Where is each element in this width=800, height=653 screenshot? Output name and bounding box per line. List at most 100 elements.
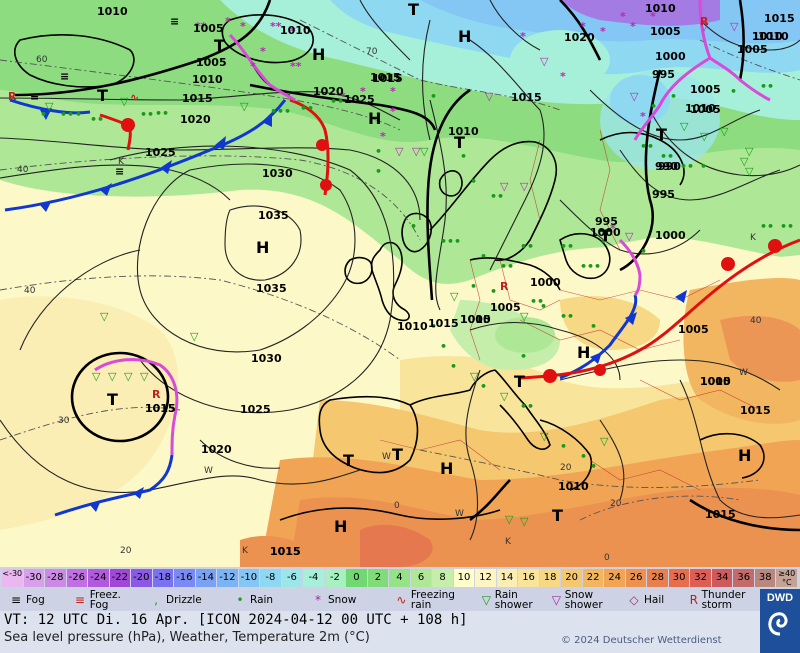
svg-text:H: H <box>256 238 269 257</box>
scale-cell: 4 <box>389 569 410 587</box>
copyright: © 2024 Deutscher Wetterdienst <box>561 635 722 646</box>
svg-text:K: K <box>118 157 125 167</box>
front-symbols <box>40 108 782 512</box>
svg-text:1015: 1015 <box>372 72 403 85</box>
scale-cell: -14 <box>195 569 217 587</box>
svg-text:≡: ≡ <box>60 70 69 83</box>
svg-text:1020: 1020 <box>201 443 232 456</box>
svg-text:•: • <box>670 90 677 103</box>
svg-text:70: 70 <box>366 47 378 57</box>
scale-cell: 14 <box>496 569 518 587</box>
svg-text:▽: ▽ <box>395 145 404 158</box>
svg-text:▽: ▽ <box>680 120 689 133</box>
scale-cell: 36 <box>733 569 754 587</box>
scale-cell: 16 <box>518 569 539 587</box>
svg-text:*: * <box>640 110 646 123</box>
svg-text:▽: ▽ <box>140 370 149 383</box>
svg-text:≡: ≡ <box>30 90 39 103</box>
scale-cell: -28 <box>45 569 66 587</box>
svg-text:•: • <box>560 440 567 453</box>
svg-text:1005: 1005 <box>490 301 521 314</box>
scale-cell: 34 <box>711 569 733 587</box>
legend-item: * Snow <box>310 590 390 610</box>
svg-text:▽: ▽ <box>700 130 709 143</box>
svg-text:60: 60 <box>36 55 48 65</box>
dwd-logo-text: DWD <box>766 592 794 604</box>
map-subtitle: Sea level pressure (hPa), Weather, Tempe… <box>4 630 370 645</box>
svg-text:1010: 1010 <box>97 5 128 18</box>
svg-text:••: •• <box>530 295 544 308</box>
legend-label: Hail <box>644 594 665 606</box>
svg-text:990: 990 <box>655 160 678 173</box>
scale-cell: 30 <box>668 569 690 587</box>
svg-text:▽: ▽ <box>124 370 133 383</box>
svg-text:T: T <box>214 36 225 55</box>
weather-fronts <box>4 0 800 517</box>
scale-cell: -16 <box>174 569 195 587</box>
svg-text:T: T <box>514 372 525 391</box>
legend-label: Rain shower <box>494 589 533 611</box>
scale-cell: <-30 <box>2 569 23 587</box>
svg-text:*: * <box>620 10 626 23</box>
svg-text:1015: 1015 <box>511 91 542 104</box>
svg-text:1015: 1015 <box>145 402 176 415</box>
dwd-logo: DWD <box>760 589 800 653</box>
legend-item: , Drizzle <box>148 590 228 610</box>
svg-text:▽: ▽ <box>745 145 754 158</box>
legend-label: Rain <box>250 594 274 606</box>
svg-text:≡: ≡ <box>115 165 124 178</box>
svg-text:1005: 1005 <box>193 22 224 35</box>
svg-text:990: 990 <box>658 160 681 173</box>
svg-text:1010: 1010 <box>700 375 731 388</box>
cold-front <box>559 294 638 380</box>
svg-text:1010: 1010 <box>558 480 589 493</box>
temperature-isolines <box>0 19 800 521</box>
occluded-front <box>698 0 771 102</box>
svg-text:T: T <box>408 0 419 19</box>
scale-cell: 20 <box>561 569 582 587</box>
legend-label: Freezing rain <box>410 589 455 611</box>
svg-text:•: • <box>480 380 487 393</box>
svg-text:*: * <box>225 15 231 28</box>
svg-text:•: • <box>580 450 587 463</box>
svg-text:▽: ▽ <box>45 100 54 113</box>
svg-text:1015: 1015 <box>764 12 795 25</box>
svg-text:▽: ▽ <box>520 180 529 193</box>
svg-text:▽: ▽ <box>630 90 639 103</box>
svg-text:*: * <box>290 25 296 38</box>
freezing-fog-icon: ≡ <box>74 593 85 607</box>
svg-text:20: 20 <box>610 499 622 509</box>
legend-item: ≡ Fog <box>8 590 68 610</box>
svg-text:W: W <box>739 368 748 378</box>
thunderstorm-icon: R <box>689 593 698 607</box>
svg-text:**: ** <box>195 20 207 33</box>
svg-text:▽: ▽ <box>120 95 129 108</box>
svg-text:1015: 1015 <box>705 508 736 521</box>
svg-text:W: W <box>455 509 464 519</box>
svg-text:1005: 1005 <box>650 25 681 38</box>
svg-text:••: •• <box>155 107 169 120</box>
svg-text:1010: 1010 <box>280 24 311 37</box>
svg-text:••: •• <box>490 190 504 203</box>
scale-cell: 0 <box>346 569 367 587</box>
scale-cell: ≥40 °C <box>776 569 797 587</box>
svg-text:0: 0 <box>394 501 400 511</box>
svg-text:•: • <box>440 340 447 353</box>
svg-text:••: •• <box>640 140 654 153</box>
svg-text:*: * <box>360 85 366 98</box>
svg-text:▽: ▽ <box>745 165 754 178</box>
occluded-front <box>633 56 711 141</box>
svg-text:*: * <box>240 20 246 33</box>
svg-text:1035: 1035 <box>256 282 287 295</box>
legend-item: ≡ Freez. Fog <box>72 590 142 611</box>
svg-text:••: •• <box>60 108 74 121</box>
svg-text:•: • <box>375 145 382 158</box>
svg-text:••: •• <box>300 102 314 115</box>
svg-text:*: * <box>560 70 566 83</box>
scale-cell: -22 <box>109 569 131 587</box>
svg-text:▽: ▽ <box>412 145 421 158</box>
drizzle-icon: , <box>154 593 158 607</box>
legend-label: Snow <box>328 594 357 606</box>
legend-item: ▽ Snow shower <box>550 590 620 611</box>
svg-text:1005: 1005 <box>690 103 721 116</box>
